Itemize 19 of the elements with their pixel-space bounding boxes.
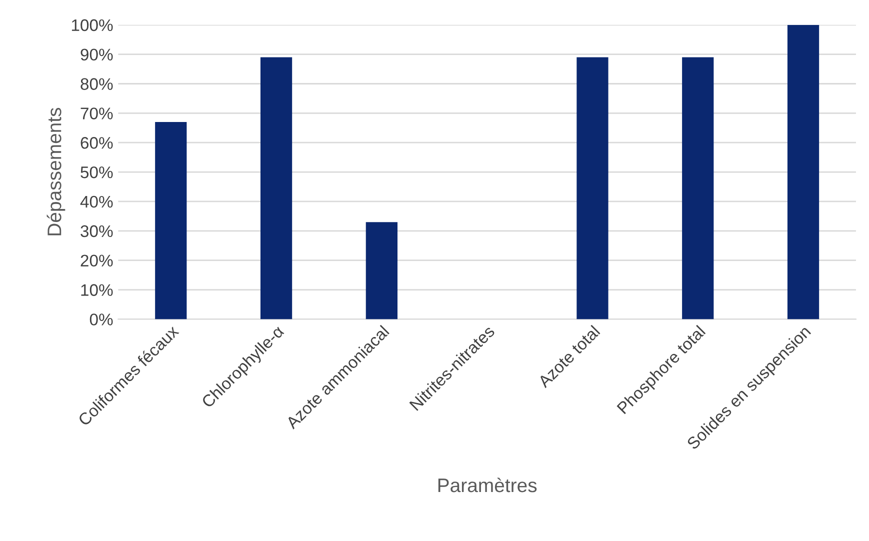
bar bbox=[366, 222, 398, 320]
y-tick-label: 80% bbox=[80, 78, 113, 90]
y-tick-label: 100% bbox=[72, 19, 113, 32]
y-tick-label: 40% bbox=[80, 196, 113, 208]
x-axis-title: Paramètres bbox=[438, 478, 537, 492]
bar bbox=[576, 57, 608, 320]
y-tick-label: 90% bbox=[80, 48, 113, 61]
y-tick-label: 0% bbox=[90, 314, 113, 326]
y-tick-label: 10% bbox=[81, 284, 113, 296]
bar bbox=[787, 24, 820, 320]
bar bbox=[682, 57, 714, 320]
bar bbox=[155, 122, 187, 320]
y-tick-label: 50% bbox=[80, 166, 113, 178]
y-tick-label: 60% bbox=[80, 137, 113, 149]
y-tick-label: 20% bbox=[80, 254, 113, 267]
y-tick-label: 70% bbox=[80, 108, 113, 120]
bar bbox=[260, 57, 292, 320]
y-tick-label: 30% bbox=[80, 225, 113, 238]
y-axis-title: Dépassements bbox=[46, 108, 66, 236]
